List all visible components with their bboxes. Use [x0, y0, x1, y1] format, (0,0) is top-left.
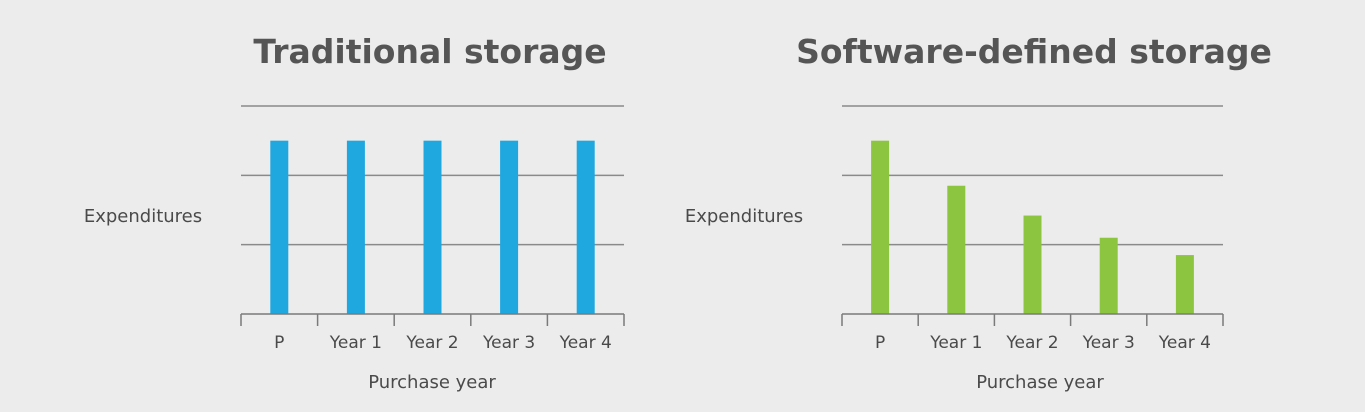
- x-axis: [240, 313, 625, 326]
- y-axis-label: Expenditures: [685, 206, 803, 227]
- x-tick-label: Year 1: [329, 333, 382, 353]
- x-tick-label: P: [875, 333, 885, 353]
- x-tick-label: Year 3: [1082, 333, 1135, 353]
- bars: [270, 140, 595, 314]
- traditional-storage-chart: Traditional storage Expenditures Purchas…: [84, 32, 625, 393]
- chart-title: Traditional storage: [253, 32, 606, 71]
- x-tick-labels: P Year 1 Year 2 Year 3 Year 4: [875, 333, 1211, 353]
- bar: [346, 140, 365, 314]
- chart-title: Software-defined storage: [796, 32, 1272, 71]
- x-tick-label: Year 4: [559, 333, 612, 353]
- bar: [423, 140, 442, 314]
- x-tick-label: Year 4: [1158, 333, 1211, 353]
- bar: [500, 140, 519, 314]
- software-defined-storage-chart: Software-defined storage Expenditures Pu…: [685, 32, 1272, 393]
- bar: [1099, 237, 1118, 314]
- x-tick-label: Year 2: [405, 333, 458, 353]
- x-tick-label: P: [274, 333, 284, 353]
- bar: [270, 140, 289, 314]
- bars: [871, 140, 1194, 314]
- bar: [1023, 215, 1042, 314]
- x-axis-label: Purchase year: [368, 372, 496, 393]
- x-tick-labels: P Year 1 Year 2 Year 3 Year 4: [274, 333, 612, 353]
- bar: [1175, 255, 1194, 314]
- bar: [576, 140, 595, 314]
- x-tick-label: Year 3: [482, 333, 535, 353]
- x-tick-label: Year 1: [929, 333, 982, 353]
- x-axis-label: Purchase year: [976, 372, 1104, 393]
- x-tick-label: Year 2: [1005, 333, 1058, 353]
- bar: [947, 185, 966, 314]
- y-axis-label: Expenditures: [84, 206, 202, 227]
- bar: [871, 140, 890, 314]
- x-axis: [841, 313, 1224, 326]
